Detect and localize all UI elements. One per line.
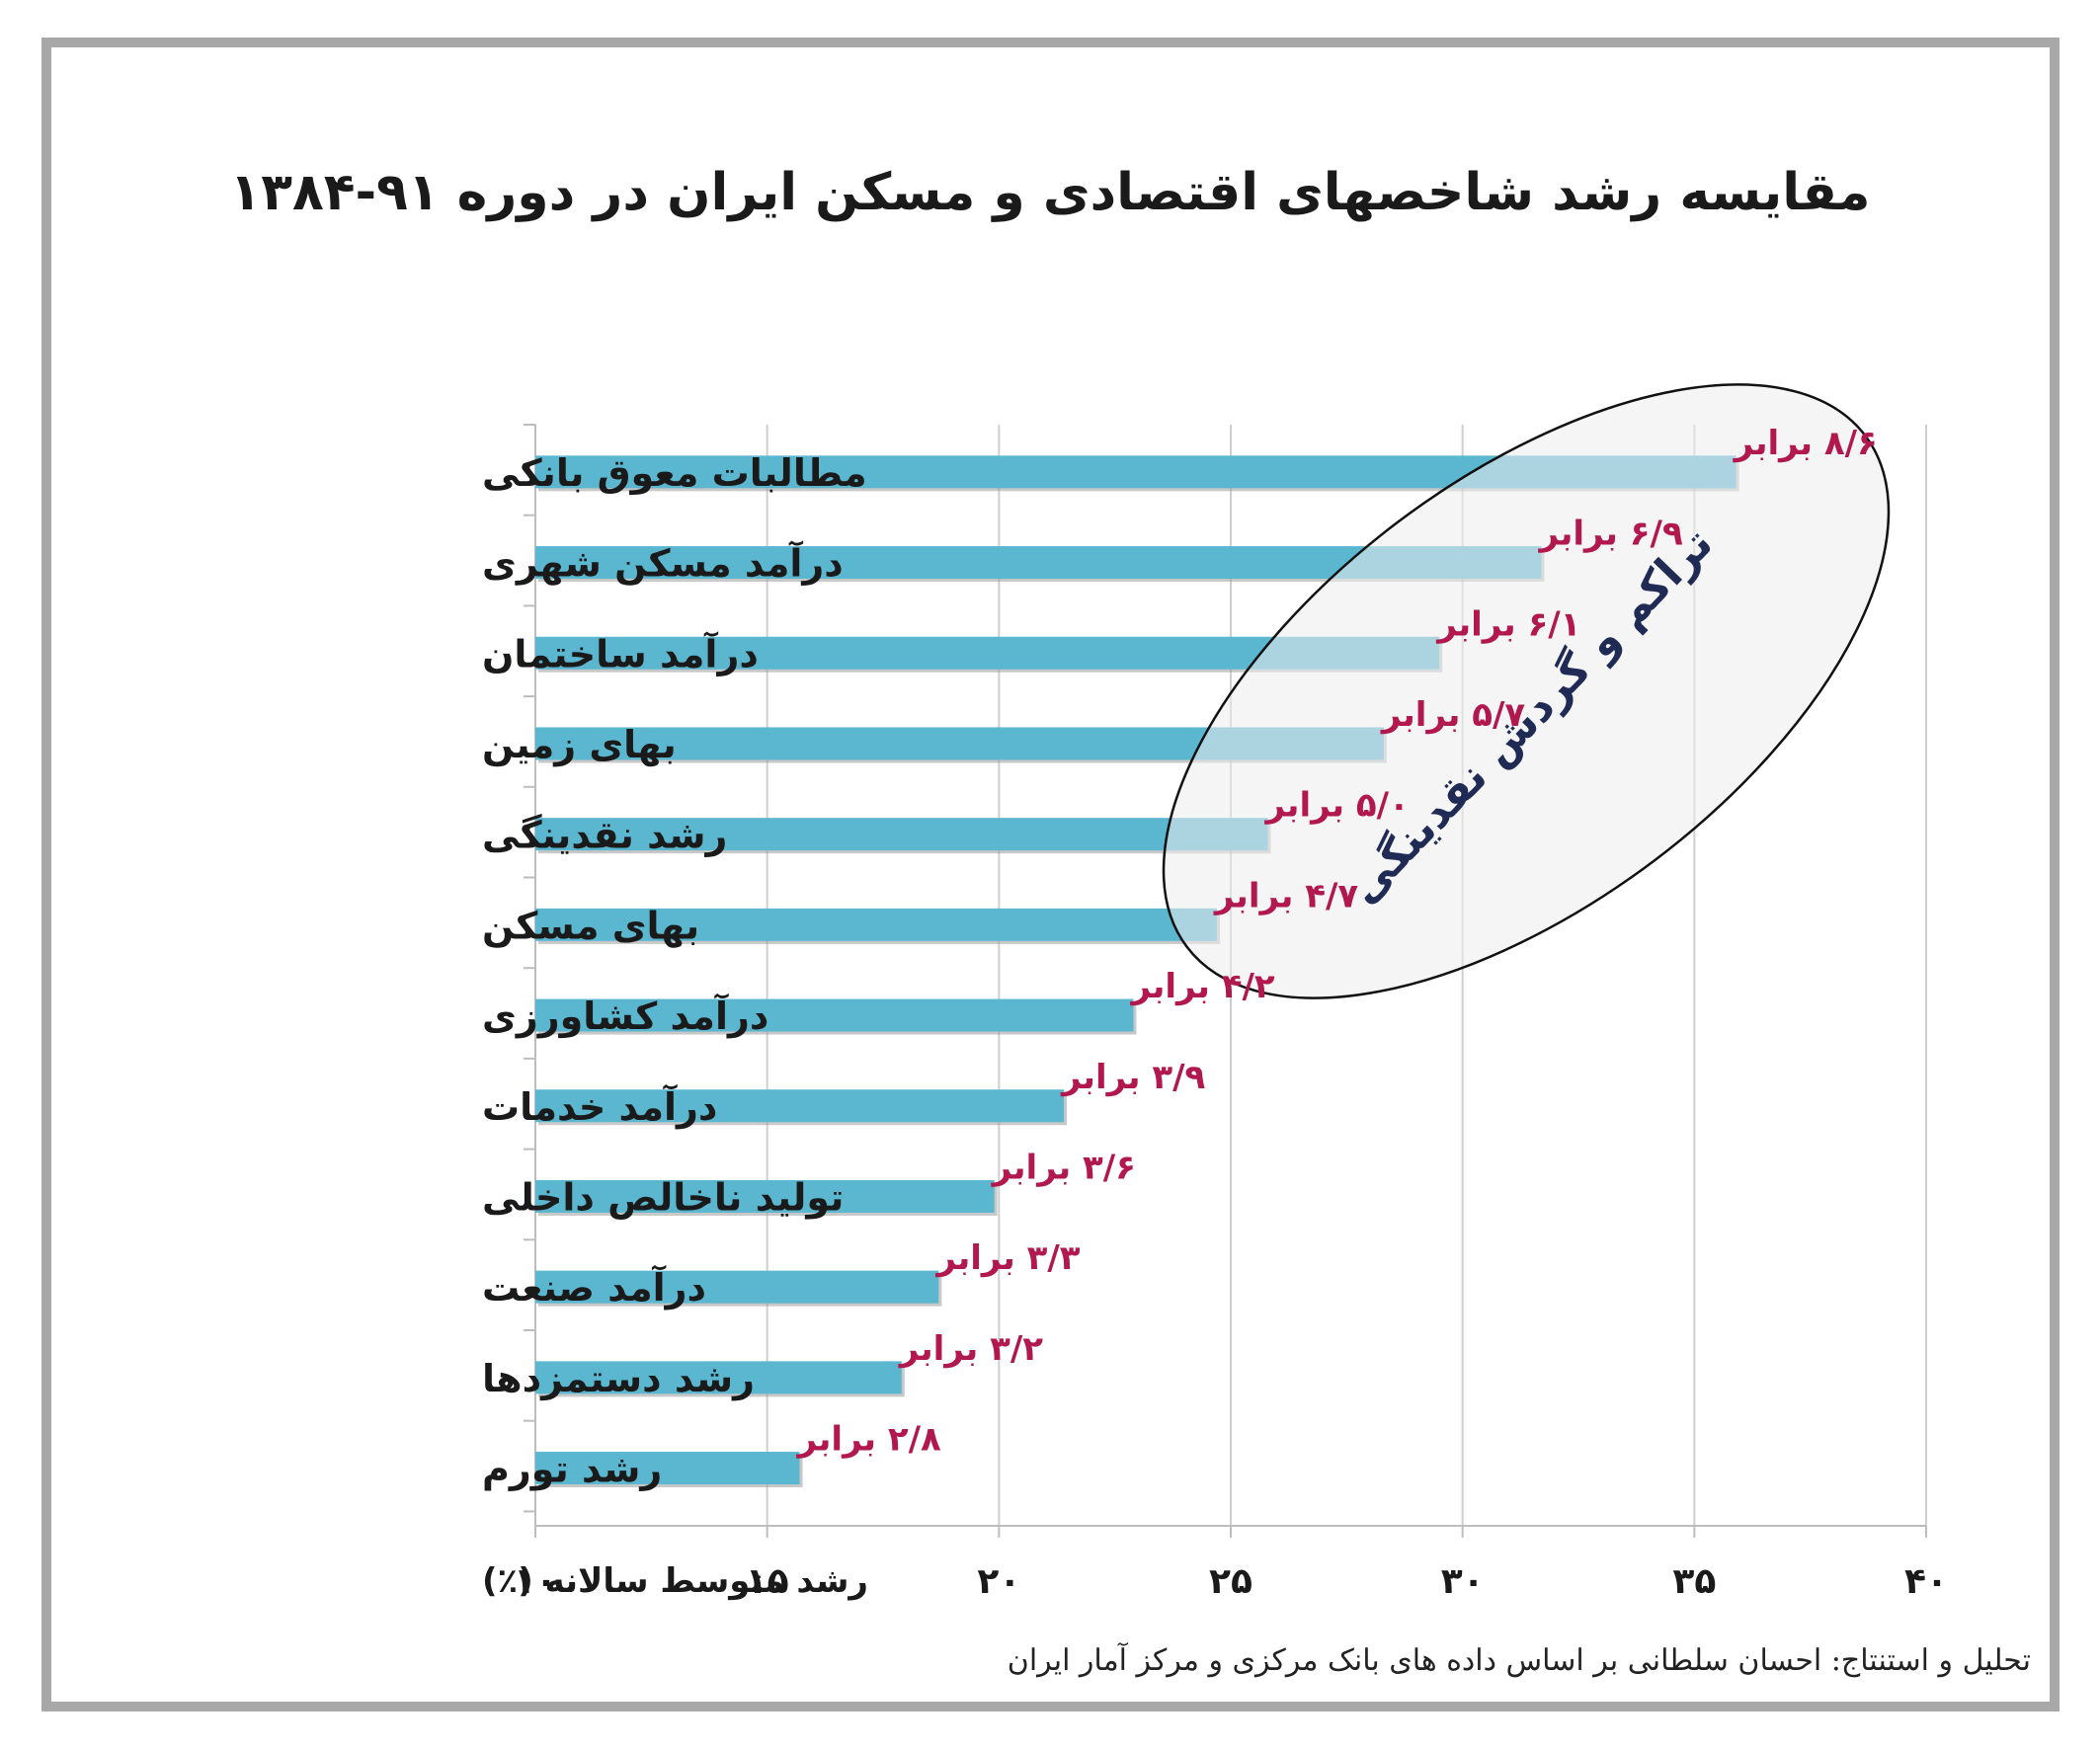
category-label: بهای زمین — [482, 723, 677, 766]
x-tick-label: ۱۰ — [514, 1561, 557, 1602]
data-label: ۶/۱ برابر — [1435, 604, 1580, 644]
bar — [535, 1452, 800, 1485]
source-note: تحلیل و استنتاج: احسان سلطانی بر اساس دا… — [1007, 1643, 2031, 1678]
data-label: ۴/۲ برابر — [1129, 967, 1274, 1006]
category-label: رشد نقدینگی — [482, 814, 727, 857]
data-label: ۶/۹ برابر — [1537, 515, 1682, 554]
x-tick-label: ۱۵ — [746, 1561, 789, 1602]
bar — [535, 998, 1134, 1032]
category-label: درآمد خدمات — [482, 1083, 717, 1129]
data-label: ۳/۲ برابر — [898, 1329, 1043, 1369]
category-label: مطالبات معوق بانکی — [482, 451, 867, 495]
x-tick-label: ۳۵ — [1672, 1561, 1716, 1602]
bar — [535, 908, 1217, 941]
category-label: درآمد مسکن شهری — [482, 540, 844, 586]
bar — [535, 1270, 939, 1304]
data-label: ۵/۷ برابر — [1380, 695, 1525, 735]
bar — [535, 1361, 902, 1394]
annotation-ellipse — [1162, 383, 1891, 999]
category-label: درآمد صنعت — [482, 1264, 706, 1310]
category-label: رشد تورم — [482, 1448, 662, 1492]
category-label: بهای مسکن — [482, 904, 699, 947]
data-label: ۸/۶ برابر — [1733, 424, 1878, 463]
category-label: تولید ناخالص داخلی — [482, 1175, 844, 1219]
data-label: ۳/۳ برابر — [934, 1238, 1080, 1278]
data-label: ۳/۹ برابر — [1060, 1058, 1205, 1097]
chart-frame — [41, 38, 2060, 1711]
bar — [535, 1089, 1065, 1123]
data-label: ۲/۸ برابر — [796, 1420, 941, 1460]
chart-title: مقایسه رشد شاخصهای اقتصادی و مسکن ایران … — [229, 163, 1871, 222]
data-label: ۵/۰ برابر — [1264, 786, 1410, 826]
x-tick-label: ۲۵ — [1209, 1561, 1252, 1602]
category-label: درآمد ساختمان — [482, 630, 759, 676]
x-tick-label: ۲۰ — [977, 1561, 1020, 1602]
data-label: ۴/۷ برابر — [1213, 876, 1358, 915]
category-label: درآمد کشاورزی — [482, 993, 768, 1039]
x-tick-label: ۴۰ — [1904, 1561, 1948, 1602]
bar — [535, 818, 1268, 851]
x-tick-label: ۳۰ — [1441, 1561, 1485, 1602]
bar — [535, 1179, 995, 1213]
data-label: ۳/۶ برابر — [991, 1148, 1136, 1187]
x-axis-title: رشد متوسط سالانه (٪) — [482, 1561, 868, 1601]
category-label: رشد دستمزدها — [482, 1357, 755, 1400]
